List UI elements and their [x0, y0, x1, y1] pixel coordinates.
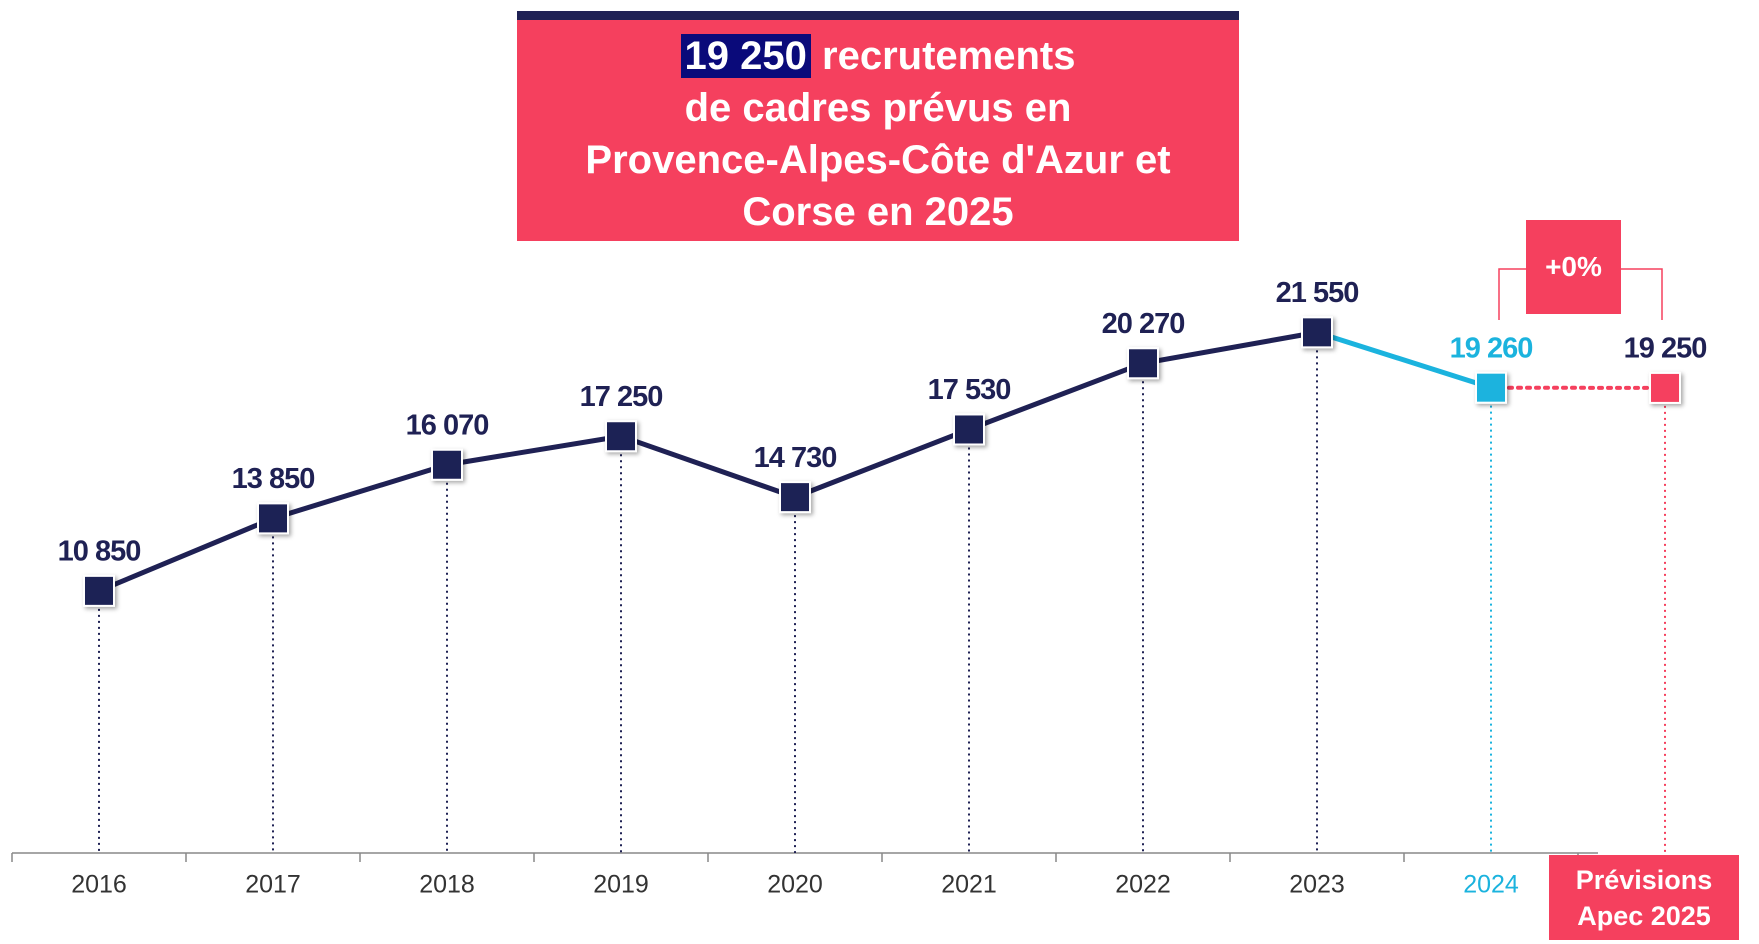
x-tick-label: 2019 [593, 871, 649, 899]
line-segment [966, 360, 1146, 432]
line-segment [96, 515, 276, 594]
marker [1127, 347, 1159, 380]
x-tick-label: 2018 [419, 871, 475, 899]
title-line: recrutements [822, 34, 1076, 78]
line-segment [1314, 329, 1494, 391]
data-label: 20 270 [1102, 308, 1185, 340]
annotation: +0% [1526, 220, 1621, 314]
data-label: 17 250 [580, 381, 663, 413]
title-line: Provence-Alpes-Côte d'Azur et [585, 138, 1171, 182]
x-tick-label: 2017 [245, 871, 301, 899]
marker [257, 502, 289, 535]
x-tick-label: 2016 [71, 871, 127, 899]
data-label: 13 850 [232, 463, 315, 495]
line-segment [444, 433, 624, 468]
title-highlight: 19 250 [680, 34, 811, 78]
title-line: Corse en 2025 [742, 190, 1014, 234]
marker [605, 420, 637, 453]
x-tick-label: Prévisions Apec 2025 [1549, 855, 1739, 940]
marker [779, 481, 811, 514]
data-label: 16 070 [406, 409, 489, 441]
data-label: 19 250 [1624, 333, 1707, 365]
data-label: 19 260 [1450, 332, 1533, 364]
line-segment [792, 426, 972, 500]
line-segment [270, 462, 450, 521]
data-label: 17 530 [928, 374, 1011, 406]
x-tick-label: 2020 [767, 871, 823, 899]
marker [1475, 371, 1507, 404]
marker [953, 413, 985, 446]
data-label: 21 550 [1276, 277, 1359, 309]
data-label: 14 730 [754, 442, 837, 474]
marker [1301, 316, 1333, 349]
marker [1649, 371, 1681, 404]
chart-title: 19 250 recrutements de cadres prévus en Pr… [517, 11, 1239, 241]
marker [83, 574, 115, 607]
bracket [1498, 268, 1663, 320]
x-tick-label: 2022 [1115, 871, 1171, 899]
data-label: 10 850 [58, 536, 141, 568]
line-segment [1140, 329, 1320, 366]
marker [431, 448, 463, 481]
line-segment [618, 433, 798, 500]
x-tick-label: 2023 [1289, 871, 1345, 899]
x-tick-label: 2021 [941, 871, 997, 899]
x-tick-label: 2024 [1463, 871, 1519, 899]
title-line: de cadres prévus en [684, 86, 1072, 130]
